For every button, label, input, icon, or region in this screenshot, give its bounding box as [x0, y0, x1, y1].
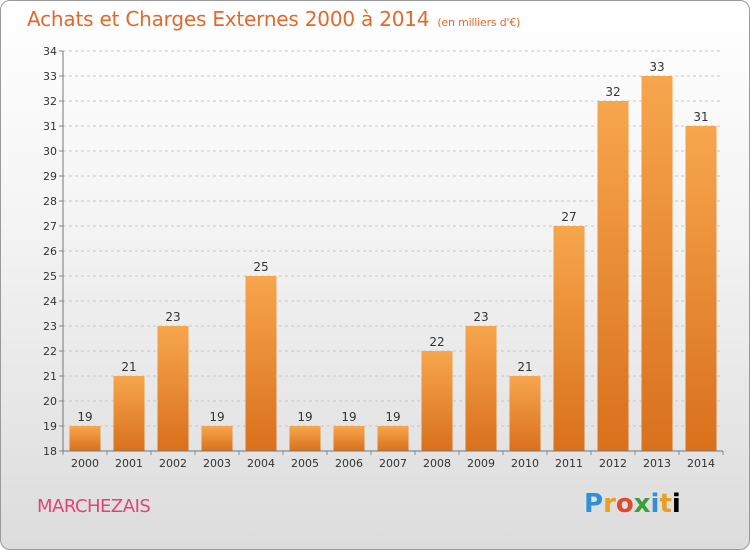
bar	[377, 426, 409, 451]
y-tick-label: 30	[43, 145, 57, 158]
bar	[685, 126, 717, 451]
y-tick-label: 22	[43, 345, 57, 358]
logo-letter: r	[603, 489, 616, 519]
x-tick-label: 2004	[247, 457, 275, 470]
bar	[597, 101, 629, 451]
y-tick-label: 31	[43, 120, 57, 133]
y-tick-label: 21	[43, 370, 57, 383]
y-tick-label: 18	[43, 445, 57, 458]
y-tick-label: 29	[43, 170, 57, 183]
x-tick-label: 2006	[335, 457, 363, 470]
y-tick-label: 26	[43, 245, 57, 258]
data-label: 19	[385, 410, 400, 424]
logo-letter: t	[659, 489, 672, 519]
data-label: 19	[341, 410, 356, 424]
data-label: 19	[297, 410, 312, 424]
y-tick-label: 23	[43, 320, 57, 333]
bars	[69, 76, 717, 451]
bar	[421, 351, 453, 451]
bar	[465, 326, 497, 451]
logo-letter: i	[650, 489, 660, 519]
bar	[509, 376, 541, 451]
x-tick-label: 2010	[511, 457, 539, 470]
x-axis-labels: 2000 2001 2002 2003 2004 2005 2006 2007 2008 2009…	[62, 451, 724, 470]
bar	[245, 276, 277, 451]
logo-letter: x	[633, 489, 651, 519]
bar	[553, 226, 585, 451]
data-label: 19	[209, 410, 224, 424]
bar	[201, 426, 233, 451]
axes	[62, 51, 723, 452]
data-label: 25	[253, 260, 268, 274]
x-tick-label: 2002	[159, 457, 187, 470]
chart-subtitle: (en milliers d'€)	[437, 16, 521, 29]
y-tick-label: 27	[43, 220, 57, 233]
data-label: 23	[473, 310, 488, 324]
data-label: 21	[517, 360, 532, 374]
x-tick-label: 2007	[379, 457, 407, 470]
logo-letter: o	[615, 489, 634, 519]
x-tick-label: 2012	[599, 457, 627, 470]
x-tick-label: 2008	[423, 457, 451, 470]
y-tick-label: 20	[43, 395, 57, 408]
x-tick-label: 2009	[467, 457, 495, 470]
bar	[333, 426, 365, 451]
x-tick-label: 2005	[291, 457, 319, 470]
data-label: 19	[77, 410, 92, 424]
bar	[69, 426, 101, 451]
y-tick-label: 25	[43, 270, 57, 283]
data-label: 21	[121, 360, 136, 374]
logo-letter: P	[584, 489, 604, 519]
x-tick-label: 2003	[203, 457, 231, 470]
y-tick-label: 19	[43, 420, 57, 433]
y-tick-label: 34	[43, 45, 57, 58]
x-tick-label: 2011	[555, 457, 583, 470]
chart-title: Achats et Charges Externes 2000 à 2014 (e…	[27, 7, 520, 31]
data-label: 33	[649, 60, 664, 74]
bar	[157, 326, 189, 451]
y-tick-label: 33	[43, 70, 57, 83]
x-tick-label: 2014	[687, 457, 715, 470]
y-tick-label: 28	[43, 195, 57, 208]
y-tick-label: 32	[43, 95, 57, 108]
bar	[289, 426, 321, 451]
data-label: 27	[561, 210, 576, 224]
data-label: 22	[429, 335, 444, 349]
logo-letter: i	[671, 489, 681, 519]
bar	[641, 76, 673, 451]
bar	[113, 376, 145, 451]
data-label: 23	[165, 310, 180, 324]
town-name: MARCHEZAIS	[37, 496, 151, 517]
chart-title-text: Achats et Charges Externes 2000 à 2014	[27, 7, 430, 31]
data-label: 31	[693, 110, 708, 124]
x-tick-label: 2013	[643, 457, 671, 470]
y-axis-labels: 18 19 20 21 22 23 24 25 26 27 28 29 30 31 32 33 34	[43, 45, 57, 458]
proxiti-logo[interactable]: Proxiti	[584, 489, 681, 519]
x-tick-label: 2000	[71, 457, 99, 470]
value-labels: 19 21 23 19 25 19 19 19 22 23 21 27 32 33 31	[77, 60, 708, 424]
x-tick-label: 2001	[115, 457, 143, 470]
data-label: 32	[605, 85, 620, 99]
y-tick-label: 24	[43, 295, 57, 308]
